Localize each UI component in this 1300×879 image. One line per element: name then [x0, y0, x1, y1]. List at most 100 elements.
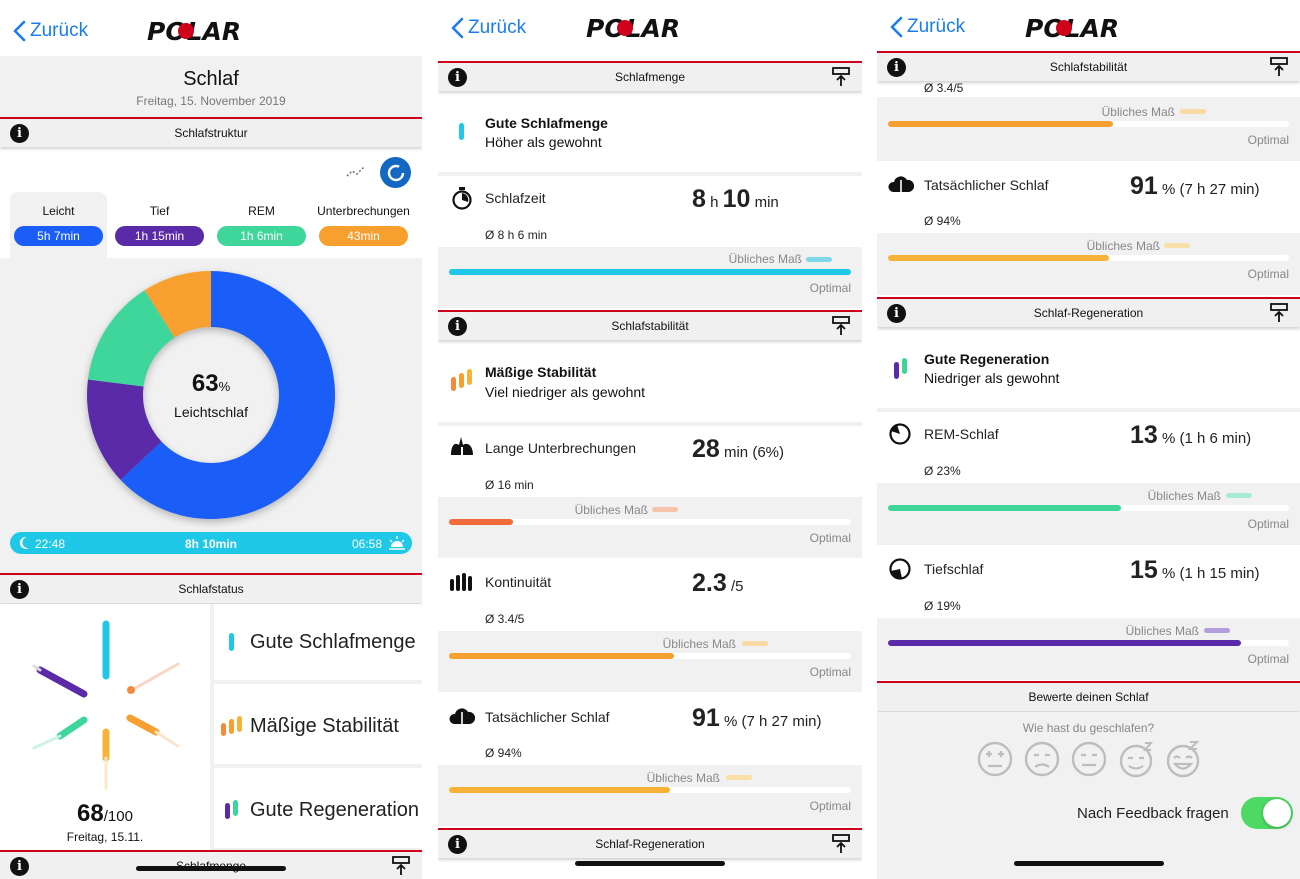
- face-bad-icon[interactable]: [1023, 740, 1061, 778]
- continuity-icon: [450, 573, 472, 591]
- polar-logo-text: POLAR: [1025, 15, 1119, 41]
- info-icon[interactable]: i: [448, 68, 467, 87]
- polar-logo: POLAR: [1025, 15, 1119, 41]
- face-good-icon[interactable]: [1117, 740, 1155, 778]
- scroll-up-icon[interactable]: [1270, 56, 1288, 78]
- metric-average: Ø 94%: [924, 214, 961, 228]
- sleep-score: 68/100: [0, 800, 210, 828]
- status-row-label: Gute Schlafmenge: [250, 630, 416, 653]
- score-value: 68: [77, 800, 104, 827]
- scroll-up-icon[interactable]: [1270, 302, 1288, 324]
- metric-track: [888, 505, 1289, 511]
- interruption-icon: [451, 437, 473, 455]
- amount-bar-icon: [459, 123, 464, 140]
- status-row-amount[interactable]: Gute Schlafmenge: [214, 604, 422, 684]
- donut-segment-leicht[interactable]: [120, 271, 335, 519]
- feedback-toggle[interactable]: [1241, 797, 1293, 829]
- status-row-label: Gute Regeneration: [250, 798, 420, 821]
- info-icon[interactable]: i: [10, 580, 29, 599]
- section-header-structure: i Schlafstruktur: [0, 117, 422, 147]
- home-indicator[interactable]: [1014, 861, 1164, 866]
- status-wheel[interactable]: 68/100 Freitag, 15.11.: [0, 604, 210, 852]
- sleep-structure-donut: [87, 271, 335, 519]
- tab-unterbrechungen[interactable]: Unterbrechungen 43min: [315, 192, 412, 258]
- metric-average: Ø 19%: [924, 599, 961, 613]
- metric-track: [449, 519, 851, 525]
- screen-sleep-details: Zurück POLAR i Schlafmenge Gute Schlafme…: [438, 0, 862, 879]
- optimal-label: Optimal: [809, 281, 851, 295]
- metric-value: 2.3 /5: [692, 569, 743, 598]
- scroll-up-icon[interactable]: [832, 833, 850, 855]
- metric-bar-panel: Übliches Maß Optimal: [877, 618, 1300, 680]
- trend-icon[interactable]: [345, 164, 367, 180]
- scroll-up-icon[interactable]: [832, 315, 850, 337]
- tab-tief[interactable]: Tief 1h 15min: [111, 192, 208, 258]
- info-icon[interactable]: i: [887, 58, 906, 77]
- back-button[interactable]: Zurück: [889, 16, 965, 38]
- donut-segment-tief[interactable]: [87, 379, 162, 480]
- tab-leicht[interactable]: Leicht 5h 7min: [10, 192, 107, 258]
- metric-average: Ø 8 h 6 min: [485, 228, 548, 242]
- cycle-view-button[interactable]: [380, 157, 411, 188]
- usual-label: Übliches Maß: [646, 771, 720, 785]
- section-title: Schlaf-Regeneration: [1033, 306, 1144, 320]
- rem-sleep-icon: [889, 423, 911, 445]
- face-very-good-icon[interactable]: [1164, 740, 1202, 778]
- tab-value: 1h 15min: [115, 226, 204, 246]
- status-row-stability[interactable]: Mäßige Stabilität: [214, 688, 422, 768]
- donut-center: 63%: [86, 370, 336, 398]
- metric-fill: [888, 121, 1113, 127]
- page-title: Schlaf: [183, 68, 239, 90]
- screen-sleep-regeneration: Zurück POLAR i Schlafstabilität Ø 3.4/5 …: [877, 0, 1300, 879]
- donut-segment-unterbrechungen[interactable]: [144, 271, 211, 338]
- top-bar: Zurück POLAR: [877, 0, 1300, 54]
- section-header-stability: i Schlafstabilität: [438, 310, 862, 340]
- section-title: Bewerte deinen Schlaf: [1028, 690, 1149, 704]
- info-icon[interactable]: i: [10, 124, 29, 143]
- moon-icon: [19, 536, 29, 549]
- section-header-status: i Schlafstatus: [0, 573, 422, 603]
- optimal-label: Optimal: [1247, 267, 1289, 281]
- summary-subtitle: Niedriger als gewohnt: [924, 370, 1060, 386]
- metric-track: [449, 653, 851, 659]
- home-indicator[interactable]: [136, 866, 286, 871]
- face-very-bad-icon[interactable]: [976, 740, 1014, 778]
- donut-segment-rem[interactable]: [87, 290, 175, 387]
- stability-bars-icon: [451, 369, 472, 391]
- tab-rem[interactable]: REM 1h 6min: [213, 192, 310, 258]
- back-label: Zurück: [30, 20, 89, 41]
- value-minutes-unit: min: [754, 194, 779, 211]
- title-panel: Schlaf Freitag, 15. November 2019: [0, 56, 422, 118]
- scroll-up-icon[interactable]: [392, 855, 410, 877]
- value-number: 28: [692, 435, 720, 463]
- scroll-up-icon[interactable]: [832, 66, 850, 88]
- summary-subtitle: Höher als gewohnt: [485, 134, 602, 150]
- back-button[interactable]: Zurück: [450, 17, 526, 39]
- polar-logo: POLAR: [147, 18, 241, 44]
- value-unit: min (6%): [723, 444, 784, 461]
- metric-value: 91 % (7 h 27 min): [692, 704, 822, 733]
- metric-bar-panel: Übliches Maß Optimal: [877, 233, 1300, 295]
- usual-label: Übliches Maß: [574, 503, 648, 517]
- value-number: 2.3: [692, 569, 727, 597]
- face-neutral-icon[interactable]: [1070, 740, 1108, 778]
- metric-track: [449, 787, 851, 793]
- metric-bar-panel: Übliches Maß Optimal: [438, 631, 862, 692]
- metric-label: Lange Unterbrechungen: [485, 440, 637, 456]
- usual-marker: [726, 775, 752, 780]
- metric-label: Tiefschlaf: [924, 561, 984, 577]
- info-icon[interactable]: i: [448, 835, 467, 854]
- info-icon[interactable]: i: [887, 304, 906, 323]
- usual-marker: [1180, 109, 1206, 114]
- section-title: Schlafstatus: [178, 582, 244, 596]
- sunrise-icon: [389, 536, 405, 550]
- back-button[interactable]: Zurück: [12, 20, 88, 42]
- score-max: /100: [103, 808, 133, 825]
- deep-sleep-icon: [889, 558, 911, 580]
- status-row-regen[interactable]: Gute Regeneration: [214, 772, 422, 852]
- info-icon[interactable]: i: [448, 317, 467, 336]
- info-icon[interactable]: i: [10, 857, 29, 876]
- metric-label: Tatsächlicher Schlaf: [485, 709, 610, 725]
- optimal-label: Optimal: [1247, 652, 1289, 666]
- home-indicator[interactable]: [575, 861, 725, 866]
